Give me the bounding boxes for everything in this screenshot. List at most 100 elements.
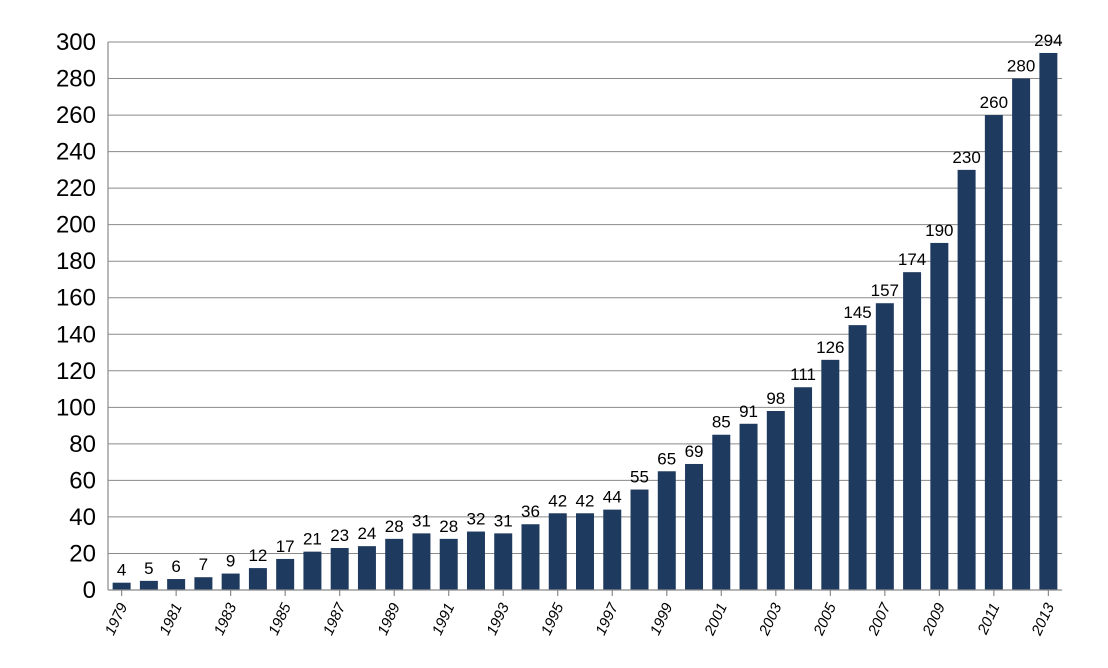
bar-1980	[139, 580, 158, 590]
bar-2002	[739, 423, 758, 590]
x-tick-label: 1983	[211, 600, 241, 638]
y-axis-ticks: 0 20 40 60 80 100 120 140 160 180 200 220 240 260 280 3…	[56, 29, 96, 604]
y-tick-label: 220	[56, 175, 96, 202]
data-label: 21	[303, 530, 322, 549]
data-label: 111	[790, 365, 816, 384]
bar-1995	[548, 513, 567, 590]
y-tick-label: 200	[56, 212, 96, 239]
bar-2009	[930, 242, 949, 590]
data-label: 4	[117, 561, 126, 580]
data-label: 44	[603, 488, 622, 507]
data-label: 24	[357, 524, 376, 543]
bar-2013	[1039, 52, 1058, 590]
y-tick-label: 180	[56, 248, 96, 275]
y-tick-label: 260	[56, 102, 96, 129]
x-tick-label: 1991	[429, 601, 459, 638]
bar-2008	[903, 272, 922, 590]
data-label: 17	[276, 537, 295, 556]
data-label: 31	[412, 511, 431, 530]
data-label: 31	[494, 511, 513, 530]
x-tick-label: 1981	[156, 601, 186, 638]
data-label: 174	[898, 250, 926, 269]
x-tick-label: 2001	[701, 601, 731, 639]
data-label: 28	[385, 517, 404, 536]
data-label: 145	[843, 303, 871, 322]
data-label: 42	[576, 491, 595, 510]
data-label: 69	[685, 442, 704, 461]
y-tick-label: 80	[69, 431, 96, 458]
bar-2007	[875, 303, 894, 590]
data-label: 32	[467, 510, 486, 529]
bar-2000	[685, 463, 704, 590]
x-tick-label: 2009	[919, 600, 949, 639]
x-tick-label: 2011	[974, 601, 1003, 638]
data-label: 190	[925, 221, 953, 240]
y-tick-label: 240	[56, 139, 96, 166]
data-label: 28	[439, 517, 458, 536]
y-tick-label: 20	[69, 540, 96, 567]
x-tick-label: 2005	[810, 600, 840, 639]
bar-2004	[794, 387, 813, 590]
x-tick-label: 1999	[647, 600, 677, 638]
bar-1986	[303, 551, 322, 590]
x-axis-ticks: 1979 1981 1983 1985 1987 1989 1991 1993 1995 1997…	[102, 590, 1058, 639]
data-label: 157	[871, 281, 899, 300]
bar-2010	[957, 169, 976, 590]
x-tick-label: 1995	[538, 600, 568, 638]
bar-1996	[576, 513, 594, 590]
bar-1992	[466, 531, 485, 590]
bar-1987	[330, 547, 349, 590]
bar-1981	[167, 579, 186, 590]
x-tick-label: 1987	[320, 600, 350, 638]
data-label: 42	[548, 491, 567, 510]
bar-1989	[385, 538, 404, 590]
data-label: 85	[712, 413, 731, 432]
data-label: 260	[980, 93, 1008, 112]
y-tick-label: 40	[69, 504, 96, 531]
bars	[112, 52, 1058, 591]
data-label: 6	[171, 557, 180, 576]
bar-1983	[221, 573, 240, 590]
data-label: 65	[657, 449, 676, 468]
y-tick-label: 100	[56, 394, 96, 421]
data-label: 230	[952, 148, 980, 167]
x-tick-label: 1989	[374, 600, 404, 638]
bar-1994	[521, 524, 540, 590]
bar-1990	[412, 533, 431, 590]
bar-1985	[276, 558, 295, 590]
bar-1993	[494, 533, 513, 590]
bar-2005	[821, 359, 840, 590]
x-tick-label: 1993	[483, 600, 513, 638]
y-tick-label: 300	[56, 29, 96, 56]
bar-2001	[712, 434, 731, 590]
x-tick-label: 2007	[865, 600, 895, 639]
y-tick-label: 280	[56, 66, 96, 93]
data-label: 36	[521, 502, 540, 521]
x-tick-label: 2003	[755, 600, 785, 639]
x-tick-label: 2013	[1028, 600, 1058, 639]
bar-1991	[439, 538, 458, 590]
bar-1988	[357, 546, 376, 590]
y-tick-label: 0	[83, 577, 96, 604]
data-label: 7	[199, 555, 208, 574]
data-label: 5	[144, 559, 153, 578]
bar-2006	[848, 325, 867, 590]
data-label: 23	[330, 526, 349, 545]
bar-1997	[603, 509, 622, 590]
data-label: 280	[1007, 57, 1035, 76]
x-tick-label: 1997	[592, 600, 622, 638]
data-label: 294	[1034, 31, 1062, 50]
x-tick-label: 1985	[265, 600, 295, 638]
data-label: 98	[766, 389, 785, 408]
data-label: 126	[816, 338, 844, 357]
bar-1984	[248, 568, 267, 590]
bar-1999	[657, 471, 676, 590]
y-tick-label: 160	[56, 285, 96, 312]
bar-2003	[766, 410, 785, 590]
data-label: 55	[630, 468, 649, 487]
bar-2012	[1012, 78, 1031, 591]
y-tick-label: 140	[56, 321, 96, 348]
bar-1982	[194, 577, 213, 590]
data-label: 9	[226, 552, 235, 571]
